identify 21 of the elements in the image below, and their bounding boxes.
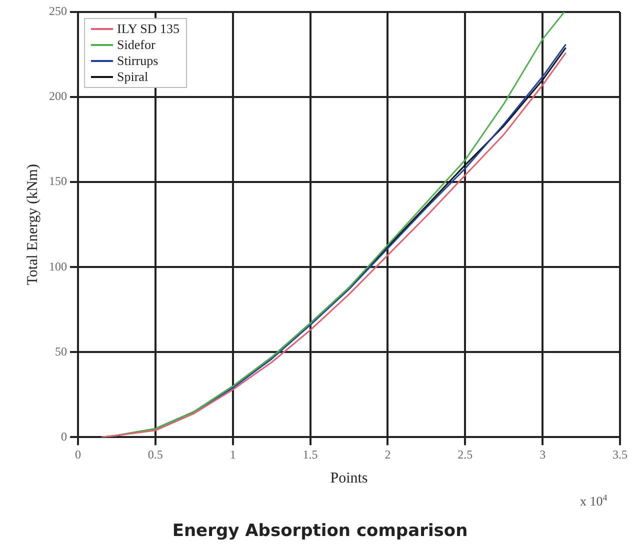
x-tick-label: 2.5	[458, 448, 473, 462]
x-tick-label: 0	[75, 448, 81, 462]
text: Energy Absorption comparison	[172, 521, 468, 542]
x-tick-label: 1.5	[302, 448, 318, 462]
legend-label: Stirrups	[117, 53, 158, 69]
y-axis-title: Total Energy (kNm)	[24, 164, 41, 286]
x-tick-label: 3.5	[612, 448, 628, 462]
y-tick-label: 200	[49, 89, 67, 104]
x-tick-label: 1	[230, 448, 236, 462]
legend-label: Spiral	[117, 69, 148, 85]
x-tick-label: 2	[384, 448, 391, 462]
x-axis-title: Points	[330, 470, 368, 487]
x-tick-label: 0.5	[148, 448, 163, 462]
y-tick-label: 250	[49, 4, 67, 18]
y-tick-label: 150	[49, 174, 67, 188]
y-tick-label: 100	[49, 259, 67, 274]
legend-label: ILY SD 135	[117, 21, 180, 37]
legend-label: Sidefor	[117, 37, 156, 53]
y-tick-label: 50	[55, 344, 67, 358]
x-tick-label: 3	[540, 448, 546, 462]
y-tick-label: 0	[61, 429, 67, 444]
